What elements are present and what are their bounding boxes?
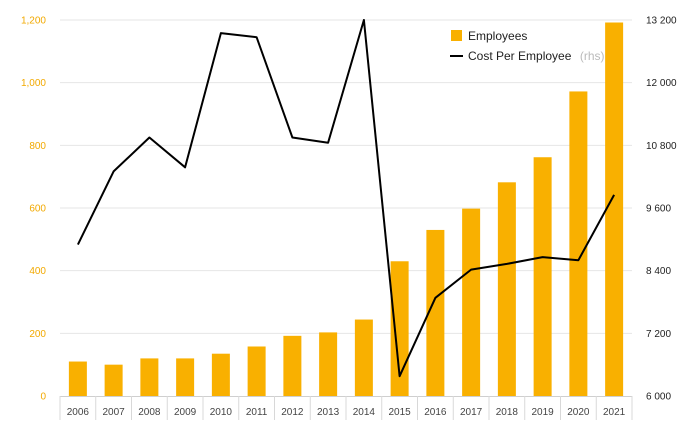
bar bbox=[211, 353, 230, 396]
x-tick-label: 2006 bbox=[67, 407, 90, 418]
x-tick-label: 2019 bbox=[532, 407, 555, 418]
legend-label-cost-per-employee: Cost Per Employee (rhs) bbox=[468, 47, 605, 64]
x-tick-label: 2020 bbox=[567, 407, 590, 418]
bar bbox=[104, 364, 123, 396]
bar bbox=[462, 208, 481, 396]
x-tick-label: 2012 bbox=[281, 407, 304, 418]
right-tick-label: 13 200 bbox=[646, 16, 677, 27]
x-axis: 2006 2007 2008 2009 2010 2011 2012 2013 2014 2015… bbox=[59, 396, 633, 420]
x-tick-label: 2018 bbox=[496, 407, 519, 418]
right-tick-label: 8 400 bbox=[646, 266, 671, 277]
x-tick-label: 2017 bbox=[460, 407, 483, 418]
bar bbox=[426, 229, 445, 396]
right-tick-label: 9 600 bbox=[646, 204, 671, 215]
right-axis: 6 000 7 200 8 400 9 600 10 800 12 000 13 200 bbox=[646, 16, 677, 403]
right-tick-label: 7 200 bbox=[646, 329, 671, 340]
left-tick-label: 0 bbox=[40, 392, 46, 403]
bar bbox=[497, 182, 516, 396]
x-tick-label: 2009 bbox=[174, 407, 197, 418]
left-tick-label: 200 bbox=[29, 329, 46, 340]
bar bbox=[283, 335, 302, 396]
legend-label-rhs: (rhs) bbox=[580, 49, 605, 63]
x-tick-label: 2011 bbox=[246, 407, 268, 418]
bar bbox=[354, 319, 373, 396]
bar bbox=[533, 157, 552, 396]
x-tick-label: 2008 bbox=[138, 407, 161, 418]
series-line bbox=[77, 19, 615, 378]
bar bbox=[68, 361, 87, 396]
left-tick-label: 800 bbox=[29, 141, 46, 152]
x-tick-label: 2007 bbox=[103, 407, 126, 418]
right-tick-label: 10 800 bbox=[646, 141, 677, 152]
x-tick-label: 2014 bbox=[353, 407, 376, 418]
x-tick-label: 2021 bbox=[603, 407, 626, 418]
left-tick-label: 400 bbox=[29, 266, 46, 277]
left-tick-label: 1,000 bbox=[21, 78, 46, 89]
left-tick-label: 1,200 bbox=[21, 16, 46, 27]
left-axis: 0 200 400 600 800 1,000 1,200 bbox=[21, 16, 46, 403]
legend-label-cost-per-employee-name: Cost Per Employee bbox=[468, 49, 572, 63]
x-tick-label: 2013 bbox=[317, 407, 340, 418]
bar bbox=[569, 91, 588, 396]
cost-per-employee-line bbox=[77, 19, 615, 378]
right-tick-label: 6 000 bbox=[646, 392, 671, 403]
legend-label-employees: Employees bbox=[468, 29, 527, 43]
legend-swatch-employees bbox=[451, 30, 462, 41]
x-tick-label: 2015 bbox=[389, 407, 412, 418]
right-tick-label: 12 000 bbox=[646, 78, 677, 89]
bar bbox=[140, 358, 159, 396]
legend: Employees Cost Per Employee (rhs) bbox=[450, 29, 605, 64]
bar bbox=[176, 358, 195, 396]
bar bbox=[319, 332, 338, 396]
x-tick-label: 2010 bbox=[210, 407, 233, 418]
x-tick-label: 2016 bbox=[424, 407, 447, 418]
bar bbox=[605, 22, 624, 397]
bar bbox=[390, 261, 409, 396]
employees-bars bbox=[68, 22, 624, 397]
left-tick-label: 600 bbox=[29, 204, 46, 215]
bar bbox=[247, 346, 266, 396]
